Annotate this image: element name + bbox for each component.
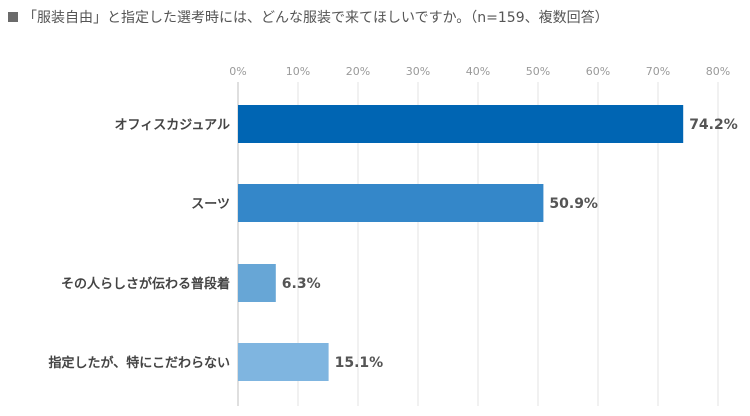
x-tick-labels: 0% 10% 20% 30% 40% 50% 60% 70% 80% xyxy=(229,65,730,78)
data-labels: 74.2% 50.9% 6.3% 15.1% xyxy=(282,117,738,371)
x-tick-label: 60% xyxy=(586,65,610,78)
x-tick-label: 10% xyxy=(286,65,310,78)
x-tick-label: 0% xyxy=(229,65,246,78)
x-tick-label: 80% xyxy=(706,65,730,78)
bars xyxy=(238,105,684,381)
chart-title: 「服装自由」と指定した選考時には、どんな服装で来てほしいですか。（n=159、複… xyxy=(8,7,609,27)
title-square-icon xyxy=(8,12,18,22)
bar xyxy=(238,264,276,302)
bar xyxy=(238,105,684,143)
category-label: オフィスカジュアル xyxy=(115,118,230,133)
data-label: 74.2% xyxy=(689,117,738,133)
x-tick-label: 20% xyxy=(346,65,370,78)
data-label: 50.9% xyxy=(549,196,598,212)
category-label: 指定したが、特にこだわらない xyxy=(49,355,230,371)
x-tick-label: 70% xyxy=(646,65,670,78)
data-label: 15.1% xyxy=(335,355,384,371)
data-label: 6.3% xyxy=(282,276,321,292)
x-tick-label: 50% xyxy=(526,65,550,78)
category-label: その人らしさが伝わる普段着 xyxy=(61,276,230,292)
category-label: スーツ xyxy=(191,197,230,212)
chart-title-text: 「服装自由」と指定した選考時には、どんな服装で来てほしいですか。（n=159、複… xyxy=(23,10,609,26)
x-tick-label: 30% xyxy=(406,65,430,78)
bar xyxy=(238,184,544,222)
x-tick-label: 40% xyxy=(466,65,490,78)
bar xyxy=(238,343,329,381)
